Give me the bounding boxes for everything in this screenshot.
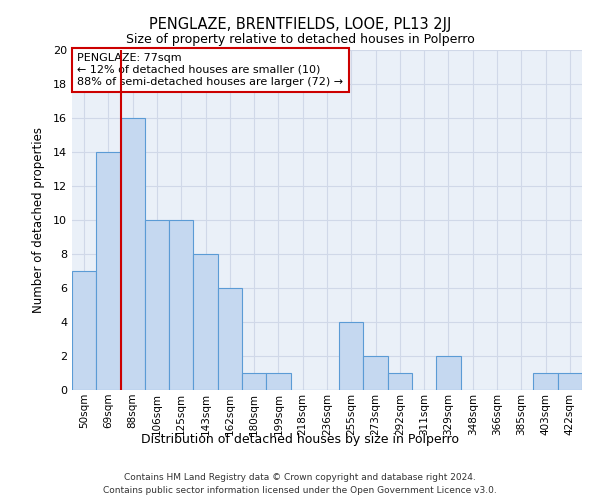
Bar: [388, 373, 412, 390]
Bar: [242, 373, 266, 390]
Bar: [96, 152, 121, 390]
Bar: [121, 118, 145, 390]
Bar: [364, 356, 388, 390]
Bar: [218, 288, 242, 390]
Text: Contains public sector information licensed under the Open Government Licence v3: Contains public sector information licen…: [103, 486, 497, 495]
Text: PENGLAZE: 77sqm
← 12% of detached houses are smaller (10)
88% of semi-detached h: PENGLAZE: 77sqm ← 12% of detached houses…: [77, 54, 343, 86]
Bar: [266, 373, 290, 390]
Text: Contains HM Land Registry data © Crown copyright and database right 2024.: Contains HM Land Registry data © Crown c…: [124, 472, 476, 482]
Bar: [436, 356, 461, 390]
Bar: [169, 220, 193, 390]
Bar: [533, 373, 558, 390]
Bar: [145, 220, 169, 390]
Text: PENGLAZE, BRENTFIELDS, LOOE, PL13 2JJ: PENGLAZE, BRENTFIELDS, LOOE, PL13 2JJ: [149, 18, 451, 32]
Bar: [558, 373, 582, 390]
Bar: [339, 322, 364, 390]
Bar: [72, 271, 96, 390]
Text: Size of property relative to detached houses in Polperro: Size of property relative to detached ho…: [125, 32, 475, 46]
Bar: [193, 254, 218, 390]
Y-axis label: Number of detached properties: Number of detached properties: [32, 127, 44, 313]
Text: Distribution of detached houses by size in Polperro: Distribution of detached houses by size …: [141, 432, 459, 446]
